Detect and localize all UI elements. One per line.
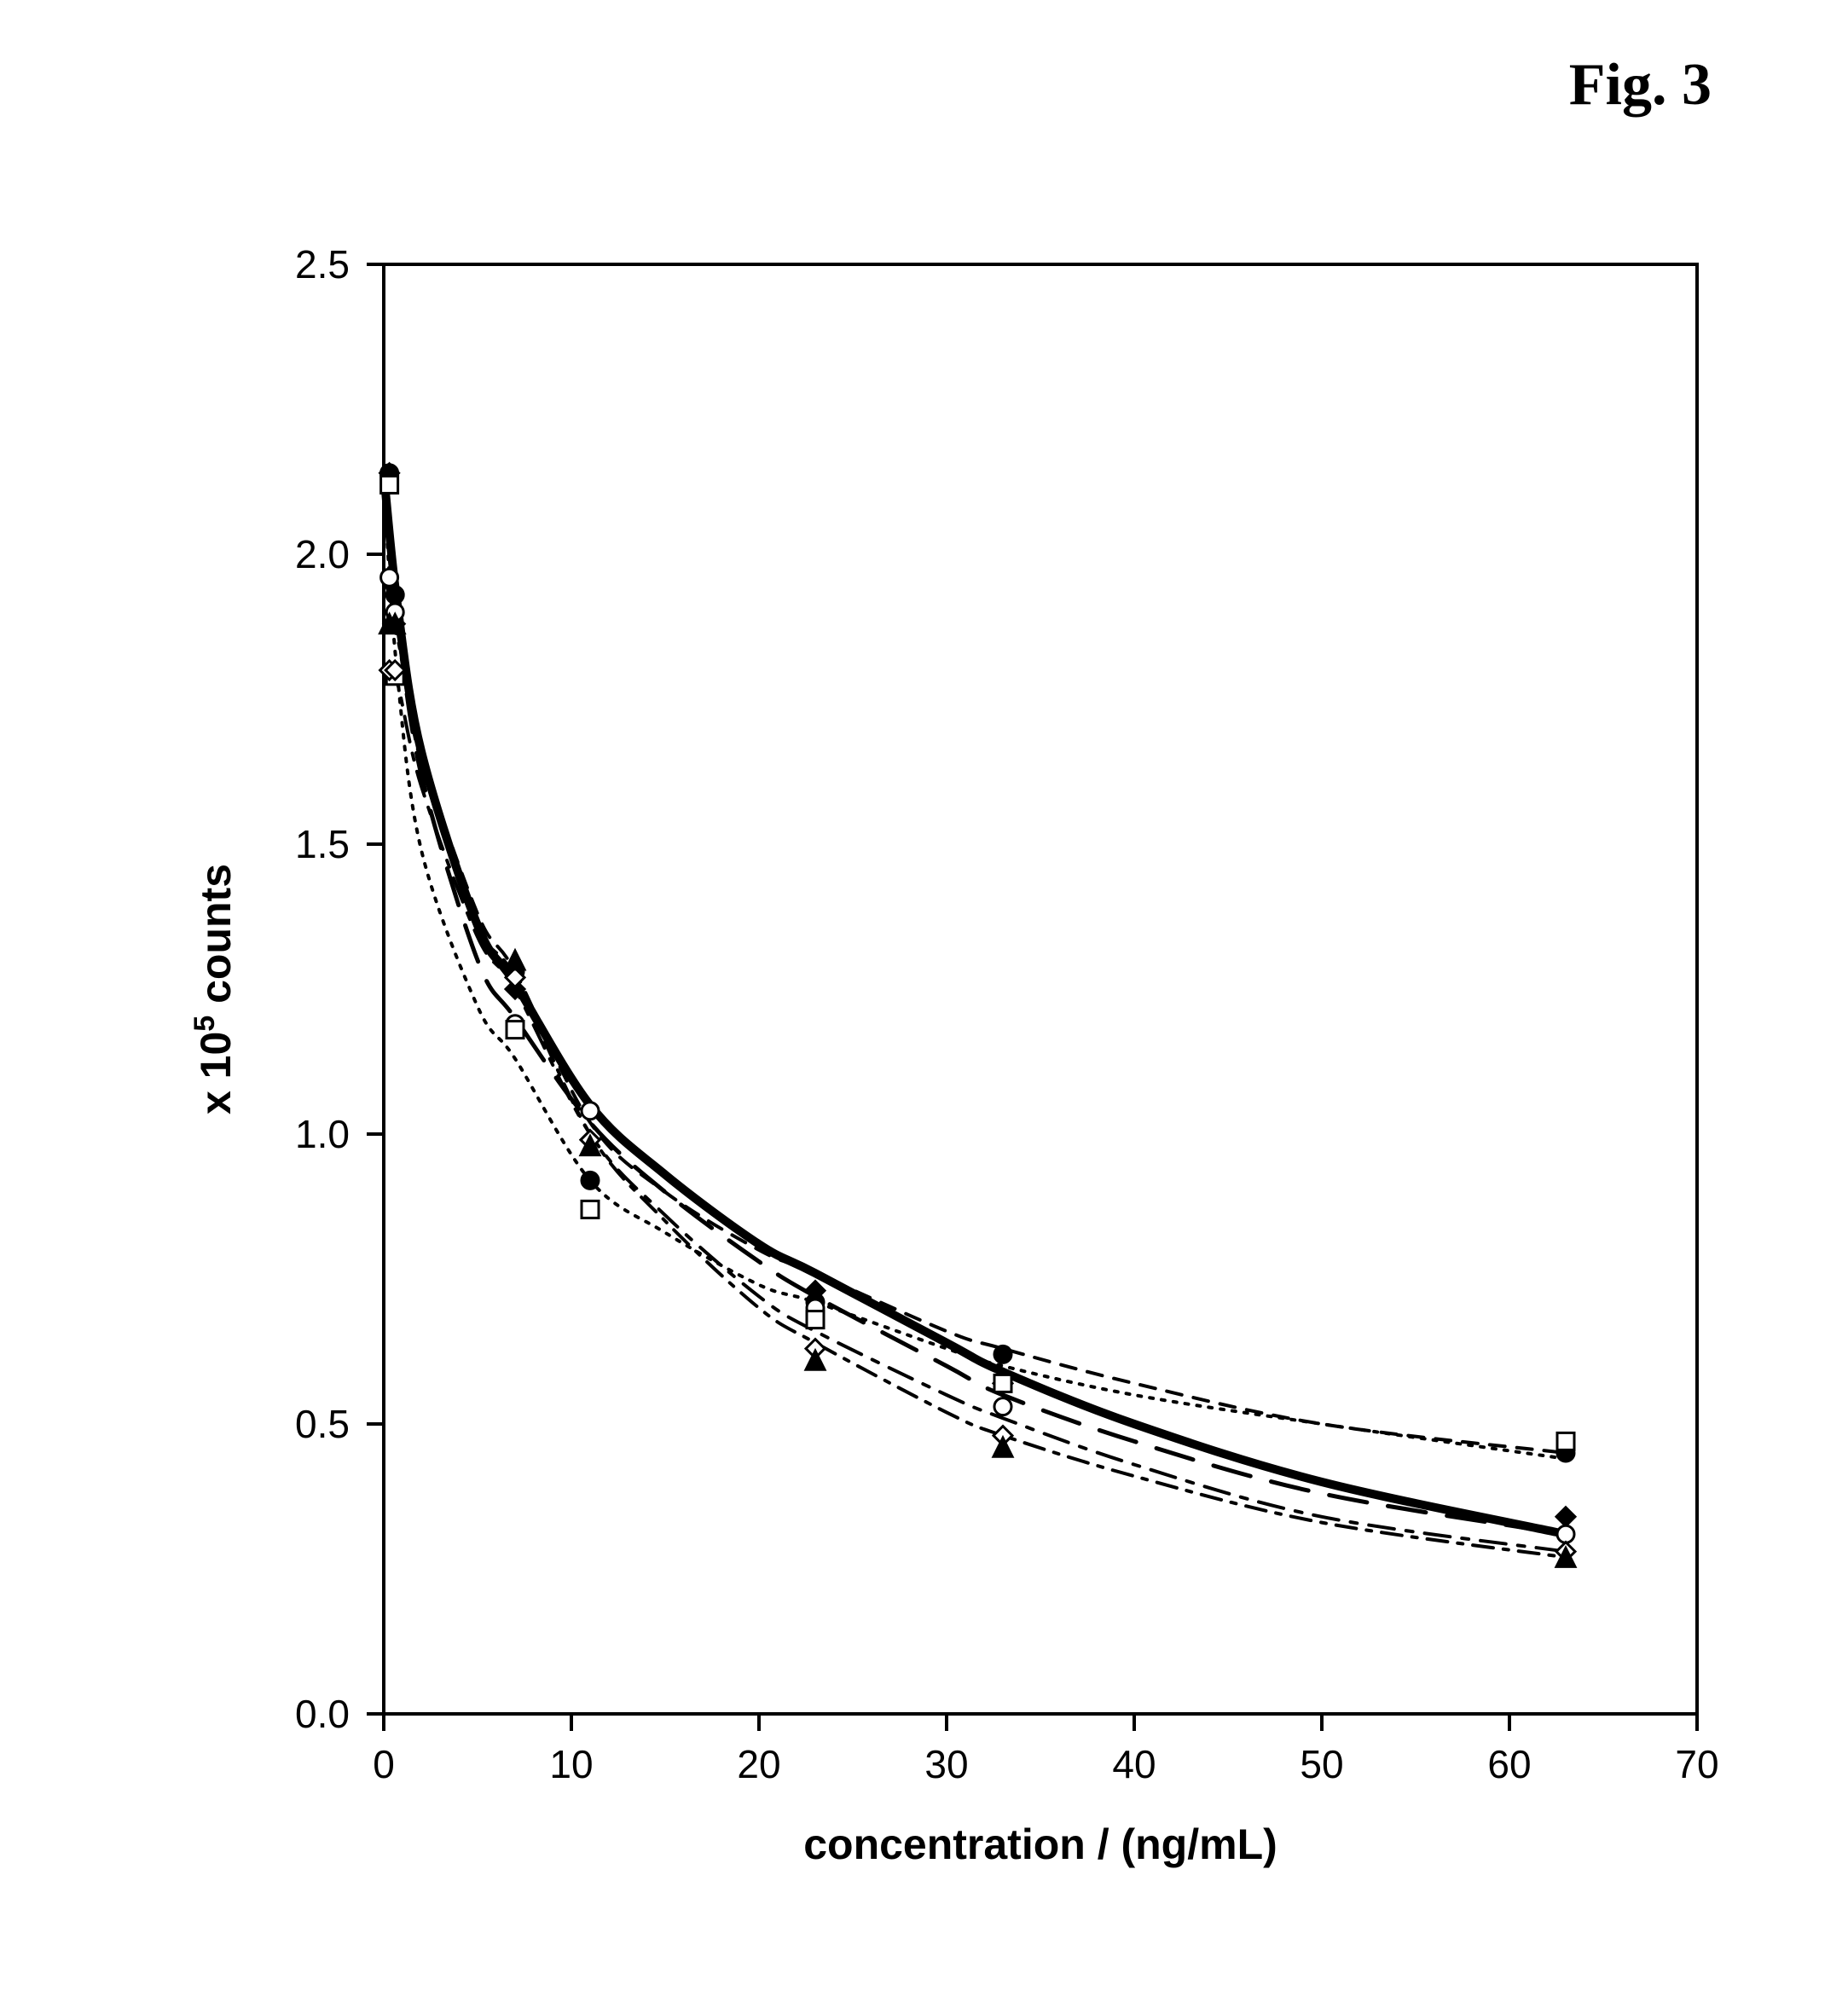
x-tick-label: 20	[737, 1742, 780, 1786]
data-point	[994, 1346, 1011, 1363]
y-ticks: 0.0 0.5 1.0 1.5 2.0 2.5	[295, 242, 384, 1736]
series-markers	[380, 464, 1575, 1567]
data-point	[386, 587, 403, 604]
series-curves	[384, 473, 1566, 1558]
data-point	[381, 569, 398, 586]
data-point	[381, 476, 398, 493]
x-tick-label: 30	[924, 1742, 968, 1786]
data-point	[806, 1351, 825, 1369]
y-axis-label: x 105 counts	[188, 864, 240, 1114]
data-point	[994, 1375, 1011, 1392]
axes-box	[384, 264, 1697, 1714]
x-tick-label: 0	[373, 1742, 395, 1786]
x-tick-label: 70	[1675, 1742, 1718, 1786]
y-tick-label: 2.5	[295, 242, 350, 286]
series-curve-s_filled_circle	[384, 473, 1566, 1453]
x-axis-label: concentration / (ng/mL)	[803, 1820, 1277, 1868]
data-point	[507, 1022, 524, 1039]
data-point	[506, 951, 524, 969]
data-point	[994, 1398, 1011, 1415]
series-curve-s_filled_diamond	[384, 473, 1566, 1534]
series-curve-s_open_square	[384, 484, 1566, 1458]
data-point	[582, 1201, 599, 1218]
y-tick-label: 2.0	[295, 532, 350, 576]
x-tick-label: 50	[1300, 1742, 1343, 1786]
y-tick-label: 1.0	[295, 1112, 350, 1156]
x-tick-label: 40	[1112, 1742, 1156, 1786]
chart-svg: 0 10 20 30 40 50 60 70 0.0 0.5 1.0 1.5 2.0 2.5 conce…	[136, 213, 1757, 1944]
data-point	[582, 1103, 599, 1120]
figure-label: Fig. 3	[1569, 51, 1712, 119]
y-tick-label: 0.0	[295, 1692, 350, 1736]
page: Fig. 3 0 10 20 30 40 50 60 70 0.0 0.5 1.0 1.5 2.0 2.…	[0, 0, 1848, 1991]
series-curve-s_filled_triangle	[384, 622, 1566, 1557]
plot-area	[384, 264, 1697, 1714]
x-tick-label: 60	[1487, 1742, 1531, 1786]
y-tick-label: 0.5	[295, 1402, 350, 1446]
data-point	[1556, 1508, 1575, 1526]
data-point	[1557, 1525, 1574, 1542]
data-point	[582, 1172, 599, 1189]
y-tick-label: 1.5	[295, 822, 350, 866]
x-tick-label: 10	[549, 1742, 593, 1786]
chart-container: 0 10 20 30 40 50 60 70 0.0 0.5 1.0 1.5 2.0 2.5 conce…	[136, 213, 1757, 1944]
x-ticks: 0 10 20 30 40 50 60 70	[373, 1714, 1718, 1786]
series-curve-s_open_diamond	[384, 669, 1566, 1551]
data-point	[994, 1438, 1012, 1456]
data-point	[1557, 1432, 1574, 1450]
data-point	[807, 1311, 824, 1328]
